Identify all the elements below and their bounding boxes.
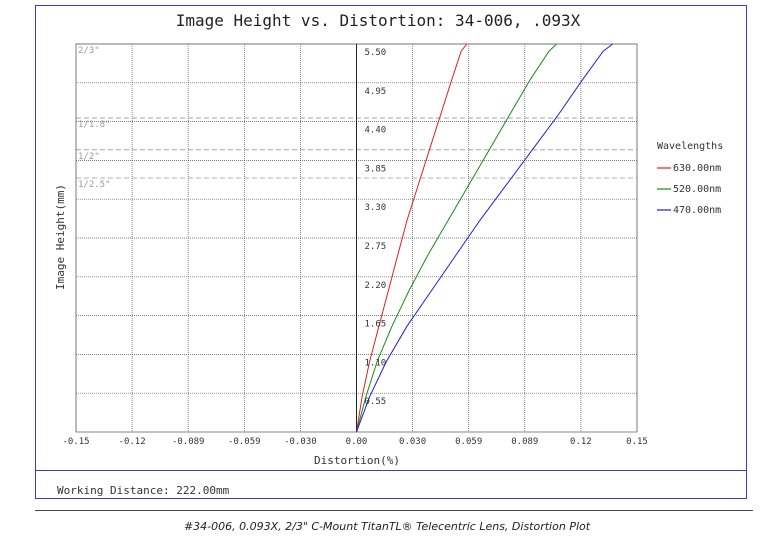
x-tick-label: 0.15 xyxy=(626,437,648,447)
x-tick-label: -0.089 xyxy=(172,437,205,447)
x-tick-label: -0.15 xyxy=(62,437,89,447)
y-tick-label: 5.50 xyxy=(365,48,387,58)
chart-title: Image Height vs. Distortion: 34-006, .09… xyxy=(176,11,581,30)
x-tick-label: 0.12 xyxy=(570,437,592,447)
y-tick-label: 2.75 xyxy=(365,242,387,252)
x-tick-label: 0.059 xyxy=(455,437,482,447)
figure-caption: #34-006, 0.093X, 2/3" C-Mount TitanTL® T… xyxy=(183,520,591,533)
sensor-format-label: 2/3" xyxy=(78,46,100,56)
x-axis-label: Distortion(%) xyxy=(314,454,400,467)
x-tick-label: 0.089 xyxy=(511,437,538,447)
footer-divider xyxy=(35,470,747,471)
y-tick-label: 2.20 xyxy=(365,281,387,291)
y-tick-label: 4.95 xyxy=(365,87,387,97)
x-tick-label: 0.00 xyxy=(346,437,368,447)
y-tick-label: 1.65 xyxy=(365,320,387,330)
y-tick-label: 1.10 xyxy=(365,358,387,368)
distortion-chart: Image Height vs. Distortion: 34-006, .09… xyxy=(54,11,723,467)
series-line-520.00nm xyxy=(356,43,557,433)
sensor-format-label: 1/2" xyxy=(78,152,100,162)
series-line-470.00nm xyxy=(356,43,614,433)
x-tick-label: -0.059 xyxy=(228,437,261,447)
y-tick-label: 4.40 xyxy=(365,126,387,136)
caption-rule xyxy=(35,510,753,511)
sensor-format-label: 1/1.8" xyxy=(78,120,111,130)
plot-frame xyxy=(35,5,747,499)
x-tick-label: -0.030 xyxy=(284,437,317,447)
legend: Wavelengths 630.00nm 520.00nm 470.00nm xyxy=(657,141,723,216)
y-tick-label: 0.55 xyxy=(365,397,387,407)
y-tick-label: 3.85 xyxy=(365,164,387,174)
y-axis-label: Image Height(mm) xyxy=(54,184,67,290)
working-distance-label: Working Distance: 222.00mm xyxy=(57,484,230,497)
legend-label: 520.00nm xyxy=(673,184,721,195)
legend-label: 470.00nm xyxy=(673,205,721,216)
sensor-format-label: 1/2.5" xyxy=(78,180,111,190)
legend-title: Wavelengths xyxy=(657,141,723,152)
y-tick-label: 3.30 xyxy=(365,203,387,213)
series-line-630.00nm xyxy=(356,43,468,433)
legend-label: 630.00nm xyxy=(673,163,721,174)
x-tick-label: -0.12 xyxy=(119,437,146,447)
x-tick-label: 0.030 xyxy=(399,437,426,447)
